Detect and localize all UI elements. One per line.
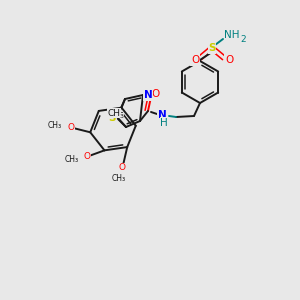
Text: S: S — [208, 43, 216, 53]
Text: O: O — [152, 89, 160, 99]
Text: N: N — [144, 90, 152, 100]
Text: 2: 2 — [240, 35, 246, 44]
Text: O: O — [225, 55, 233, 65]
Text: O: O — [191, 55, 199, 65]
Text: CH₃: CH₃ — [47, 121, 61, 130]
Text: CH₃: CH₃ — [64, 155, 79, 164]
Text: N: N — [158, 110, 166, 120]
Text: O: O — [119, 164, 126, 172]
Text: O: O — [83, 152, 90, 161]
Text: NH: NH — [224, 30, 240, 40]
Text: CH₃: CH₃ — [111, 174, 125, 183]
Text: 3: 3 — [120, 113, 124, 119]
Text: CH: CH — [107, 109, 121, 118]
Text: H: H — [160, 118, 168, 128]
Text: O: O — [68, 123, 74, 132]
Text: S: S — [108, 113, 116, 123]
